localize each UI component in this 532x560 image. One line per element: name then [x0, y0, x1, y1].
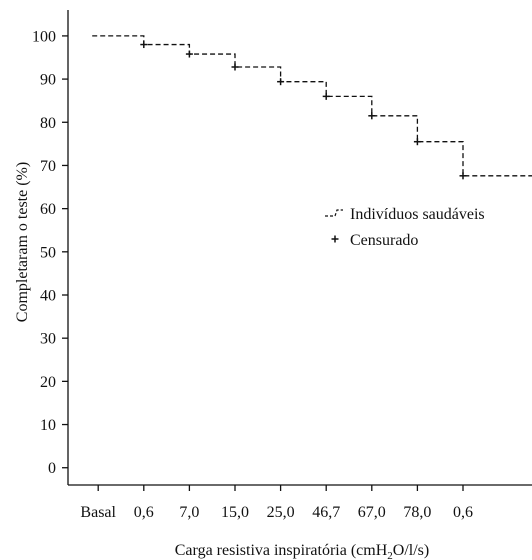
y-tick-label: 90	[40, 72, 56, 89]
legend-label: Censurado	[350, 232, 418, 249]
y-tick-label: 40	[40, 288, 56, 305]
x-axis-title-main: Carga resistiva inspiratória (cmH	[175, 542, 388, 559]
series-step-line	[92, 35, 532, 177]
plot-area	[92, 35, 532, 180]
y-axis: 0 10 20 30 40 50 60 70 80 90 100	[32, 10, 69, 485]
y-tick-label: 30	[40, 331, 56, 348]
y-tick-label: 70	[40, 158, 56, 175]
x-tick-label: 25,0	[267, 504, 295, 521]
x-tick-label: 15,0	[221, 504, 249, 521]
legend: Indivíduos saudáveis Censurado	[325, 206, 485, 249]
y-tick-label: 50	[40, 244, 56, 261]
x-tick-label: 0,6	[453, 504, 473, 521]
censored-marker	[322, 92, 330, 100]
y-tick-label: 80	[40, 115, 56, 132]
x-axis: Basal 0,6 7,0 15,0 25,0 46,7 67,0 78,0 0,6	[68, 484, 532, 521]
y-tick-label: 20	[40, 374, 56, 391]
y-tick-label: 60	[40, 201, 56, 218]
censored-marker	[185, 50, 193, 58]
x-tick-label: 67,0	[358, 504, 386, 521]
x-tick-label: Basal	[80, 504, 116, 521]
y-axis-title: Completaram o teste (%)	[14, 162, 31, 322]
x-tick-label: 78,0	[403, 504, 431, 521]
x-axis-title: Carga resistiva inspiratória (cmH2O/l/s)	[175, 542, 429, 560]
censored-marker	[413, 138, 421, 146]
censored-marker	[459, 172, 467, 180]
legend-item: Indivíduos saudáveis	[325, 206, 485, 223]
legend-item: Censurado	[331, 232, 418, 249]
censored-marker	[140, 41, 148, 49]
censored-marker	[277, 78, 285, 86]
y-tick-label: 0	[48, 460, 56, 477]
x-axis-title-subscript: 2	[387, 550, 393, 560]
censored-marker	[368, 112, 376, 120]
x-tick-label: 46,7	[312, 504, 340, 521]
x-tick-label: 7,0	[179, 504, 199, 521]
y-tick-label: 10	[40, 417, 56, 434]
x-axis-title-tail: O/l/s)	[393, 542, 429, 559]
legend-line-swatch	[325, 209, 343, 217]
x-tick-label: 0,6	[134, 504, 154, 521]
legend-label: Indivíduos saudáveis	[350, 206, 485, 223]
y-tick-label: 100	[32, 28, 56, 45]
censored-marker	[231, 63, 239, 71]
